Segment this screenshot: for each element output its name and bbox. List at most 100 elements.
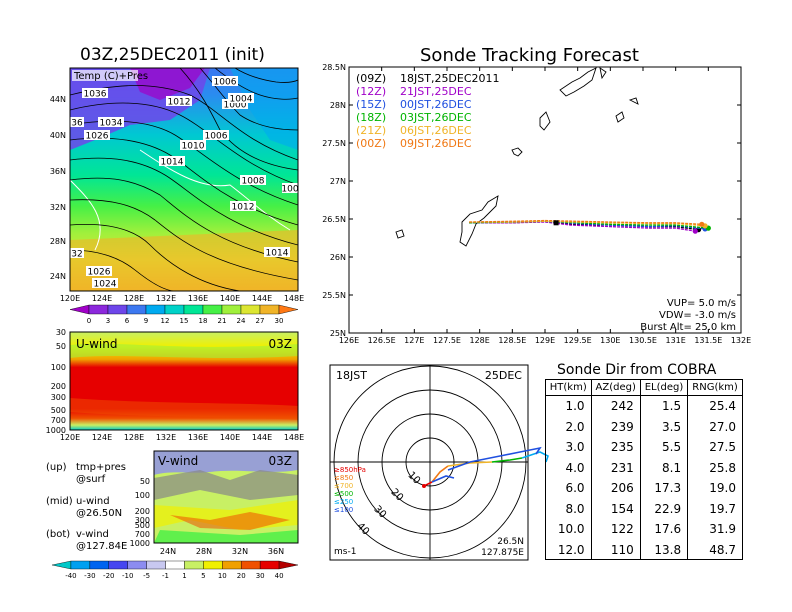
colorbar-label: 21 [218, 317, 227, 325]
svg-text:1012: 1012 [232, 203, 255, 213]
svg-text:136E: 136E [188, 433, 208, 442]
svg-text:1004: 1004 [230, 95, 253, 105]
track-axes: 126E 126.5E 127E 127.5E 128E 128.5E 129E 129.5E… [322, 63, 751, 345]
track-ytick: 27.5N [322, 139, 346, 148]
wind-colorbar-label: 1 [182, 572, 186, 580]
svg-text:(09Z): (09Z) [356, 72, 386, 85]
svg-text:128E: 128E [124, 433, 144, 442]
wind-colorbar-label: -10 [122, 572, 133, 580]
track-xtick: 130E [600, 336, 620, 345]
svg-text:VUP= 5.0 m/s: VUP= 5.0 m/s [667, 298, 736, 309]
colorbar-label: 12 [161, 317, 170, 325]
table-cell: 12.0 [557, 542, 585, 557]
table-header: HT(km) [546, 380, 592, 396]
uwind-label: U-wind [76, 337, 117, 351]
track-endpoint [699, 221, 705, 227]
colorbar-label: 15 [180, 317, 189, 325]
table-cell: 8.0 [565, 501, 585, 516]
svg-text:144E: 144E [252, 294, 272, 303]
svg-text:1014: 1014 [266, 249, 289, 259]
track-xtick: 127E [404, 336, 424, 345]
svg-text:00JST,26DEC: 00JST,26DEC [400, 98, 472, 111]
svg-text:124E: 124E [92, 433, 112, 442]
colorbar-swatch [278, 304, 299, 315]
track-ytick: 28.5N [322, 63, 346, 72]
vwind-label: V-wind [158, 454, 198, 468]
svg-text:(15Z): (15Z) [356, 98, 386, 111]
wind-colorbar-label: -5 [143, 572, 150, 580]
table-cell: 110 [590, 539, 641, 560]
track-ytick: 28N [330, 101, 346, 110]
svg-text:≤850: ≤850 [334, 474, 353, 482]
svg-text:32: 32 [71, 250, 82, 260]
track-line [469, 221, 696, 232]
table-cell: 19.7 [687, 498, 742, 519]
svg-text:u-wind: u-wind [76, 496, 110, 507]
track-xtick: 127.5E [433, 336, 461, 345]
svg-text:1008: 1008 [242, 177, 265, 187]
table-cell: 19.0 [687, 478, 742, 499]
svg-text:120E: 120E [60, 433, 80, 442]
svg-text:26.5N: 26.5N [497, 537, 524, 547]
table-row: 3.0 235 5.5 27.5 [546, 437, 742, 458]
svg-text:50: 50 [140, 477, 150, 486]
temp-colorbar: 0 3 6 9 12 15 18 21 24 27 30 [69, 304, 299, 325]
table-cell: 4.0 [565, 460, 585, 475]
svg-text:30: 30 [56, 328, 66, 337]
table-cell: 3.5 [639, 416, 688, 437]
track-xtick: 132E [731, 336, 751, 345]
svg-text:1000: 1000 [46, 426, 66, 435]
track-xtick: 131.5E [694, 336, 722, 345]
wind-colorbar-label: -1 [162, 572, 169, 580]
svg-text:VDW= -3.0 m/s: VDW= -3.0 m/s [659, 310, 736, 321]
svg-text:18JST,25DEC2011: 18JST,25DEC2011 [400, 72, 500, 85]
svg-text:44N: 44N [50, 95, 66, 104]
svg-text:@26.50N: @26.50N [76, 508, 122, 519]
table-cell: 25.8 [687, 457, 742, 478]
table-header: AZ(deg) [590, 380, 641, 396]
track-xtick: 131E [666, 336, 686, 345]
table-row: 10.0 122 17.6 31.9 [546, 519, 742, 540]
colorbar-label: 18 [199, 317, 208, 325]
svg-text:50: 50 [56, 342, 66, 351]
svg-text:500: 500 [135, 521, 150, 530]
svg-text:36N: 36N [268, 547, 284, 556]
table-cell: 17.3 [639, 478, 688, 499]
table-cell: 6.0 [565, 481, 585, 496]
table-cell: 206 [590, 478, 641, 499]
svg-text:200: 200 [135, 507, 150, 516]
wind-colorbar-label: 10 [218, 572, 227, 580]
svg-text:≤250: ≤250 [334, 498, 353, 506]
track-ytick: 26N [330, 253, 346, 262]
svg-text:≥850hPa: ≥850hPa [334, 466, 366, 474]
track-xtick: 128.5E [498, 336, 526, 345]
svg-text:(21Z): (21Z) [356, 124, 386, 137]
vwind-time: 03Z [269, 454, 293, 468]
table-row: 12.0 110 13.8 48.7 [546, 539, 742, 560]
wind-colorbar-label: -40 [65, 572, 76, 580]
colorbar-label: 24 [237, 317, 246, 325]
svg-text:148E: 148E [284, 433, 304, 442]
svg-text:36N: 36N [50, 167, 66, 176]
svg-text:100: 100 [135, 491, 150, 500]
table-row: 8.0 154 22.9 19.7 [546, 498, 742, 519]
table-cell: 48.7 [687, 539, 742, 560]
table-cell: 154 [590, 498, 641, 519]
svg-text:(00Z): (00Z) [356, 137, 386, 150]
svg-text:148E: 148E [284, 294, 304, 303]
svg-text:200: 200 [51, 382, 66, 391]
wind-colorbar-swatch [278, 560, 299, 570]
svg-text:500: 500 [51, 406, 66, 415]
track-ytick: 25.5N [322, 291, 346, 300]
svg-text:@surf: @surf [76, 474, 106, 485]
table-cell: 242 [590, 395, 641, 417]
track-legend: (09Z) 18JST,25DEC2011 (12Z) 21JST,25DEC (1… [356, 72, 500, 150]
svg-text:120E: 120E [60, 294, 80, 303]
table-row: 4.0 231 8.1 25.8 [546, 457, 742, 478]
colorbar-label: 3 [106, 317, 110, 325]
svg-text:1024: 1024 [94, 280, 117, 290]
svg-text:≤700: ≤700 [334, 482, 353, 490]
island-outlines [395, 67, 639, 247]
svg-text:21JST,25DEC: 21JST,25DEC [400, 85, 472, 98]
svg-text:144E: 144E [252, 433, 272, 442]
